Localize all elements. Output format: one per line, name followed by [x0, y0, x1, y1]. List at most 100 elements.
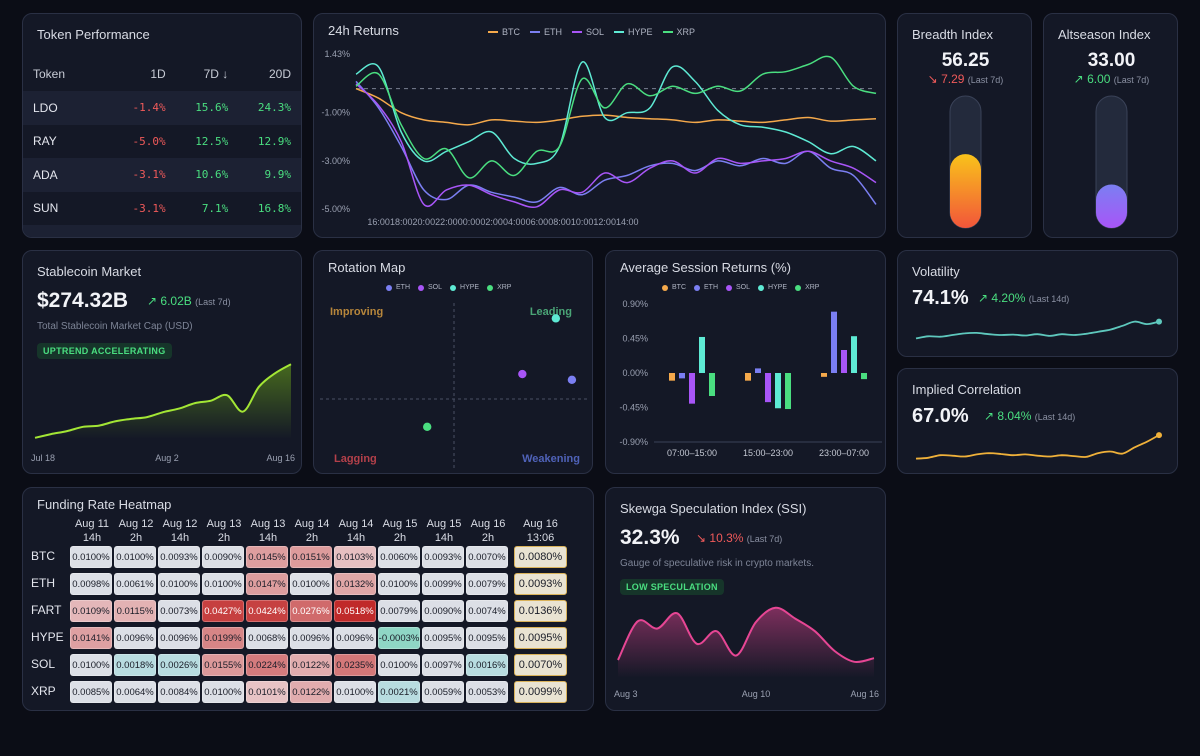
bar-sol[interactable] — [689, 373, 695, 404]
point-hype[interactable] — [551, 314, 561, 323]
heatmap-cell[interactable]: 0.0068% — [246, 627, 288, 649]
table-row[interactable]: HYPE-3.0%6.5%8.2% — [23, 225, 301, 237]
heatmap-cell[interactable]: 0.0224% — [246, 654, 288, 676]
heatmap-cell[interactable]: 0.0085% — [70, 681, 112, 703]
heatmap-cell[interactable]: 0.0018% — [114, 654, 156, 676]
point-eth[interactable] — [567, 375, 577, 384]
legend-item-eth[interactable]: ETH — [694, 284, 718, 291]
bar-btc[interactable] — [821, 373, 827, 377]
bar-eth[interactable] — [679, 373, 685, 379]
legend-item-eth[interactable]: ETH — [386, 284, 410, 291]
heatmap-cell[interactable]: 0.0518% — [334, 600, 376, 622]
legend-item-hype[interactable]: HYPE — [758, 284, 787, 291]
heatmap-cell[interactable]: 0.0115% — [114, 600, 156, 622]
bar-hype[interactable] — [775, 373, 781, 409]
heatmap-cell[interactable]: 0.0090% — [202, 546, 244, 568]
legend-item-sol[interactable]: SOL — [726, 284, 750, 291]
heatmap-cell[interactable]: 0.0100% — [202, 681, 244, 703]
heatmap-cell[interactable]: 0.0155% — [202, 654, 244, 676]
heatmap-cell[interactable]: -0.0003% — [378, 627, 420, 649]
legend-item-hype[interactable]: HYPE — [450, 284, 479, 291]
column-header-20d[interactable]: 20D — [268, 67, 291, 81]
heatmap-cell[interactable]: 0.0070% — [514, 654, 567, 676]
heatmap-cell[interactable]: 0.0097% — [422, 654, 464, 676]
heatmap-cell[interactable]: 0.0060% — [378, 546, 420, 568]
heatmap-cell[interactable]: 0.0061% — [114, 573, 156, 595]
heatmap-cell[interactable]: 0.0132% — [334, 573, 376, 595]
heatmap-cell[interactable]: 0.0084% — [158, 681, 200, 703]
bar-xrp[interactable] — [709, 373, 715, 396]
column-header-1d[interactable]: 1D — [150, 67, 166, 81]
table-row[interactable]: LDO -1.4% 15.6% 24.3% — [23, 91, 301, 125]
table-row[interactable]: RAY -5.0% 12.5% 12.9% — [23, 125, 301, 159]
bar-hype[interactable] — [851, 336, 857, 373]
heatmap-cell[interactable]: 0.0095% — [466, 627, 508, 649]
heatmap-cell[interactable]: 0.0100% — [290, 573, 332, 595]
heatmap-cell[interactable]: 0.0099% — [422, 573, 464, 595]
legend-item-xrp[interactable]: XRP — [662, 27, 695, 37]
heatmap-cell[interactable]: 0.0079% — [378, 600, 420, 622]
heatmap-cell[interactable]: 0.0026% — [158, 654, 200, 676]
heatmap-cell[interactable]: 0.0136% — [514, 600, 567, 622]
bar-hype[interactable] — [699, 336, 705, 373]
heatmap-cell[interactable]: 0.0073% — [158, 600, 200, 622]
heatmap-cell[interactable]: 0.0096% — [158, 627, 200, 649]
heatmap-cell[interactable]: 0.0016% — [466, 654, 508, 676]
legend-item-eth[interactable]: ETH — [530, 27, 562, 37]
heatmap-cell[interactable]: 0.0100% — [70, 654, 112, 676]
heatmap-cell[interactable]: 0.0100% — [114, 546, 156, 568]
legend-item-xrp[interactable]: XRP — [795, 284, 819, 291]
heatmap-cell[interactable]: 0.0103% — [334, 546, 376, 568]
bar-btc[interactable] — [669, 373, 675, 381]
heatmap-cell[interactable]: 0.0122% — [290, 681, 332, 703]
heatmap-cell[interactable]: 0.0141% — [70, 627, 112, 649]
legend-item-btc[interactable]: BTC — [488, 27, 520, 37]
legend-item-sol[interactable]: SOL — [572, 27, 604, 37]
heatmap-cell[interactable]: 0.0151% — [290, 546, 332, 568]
heatmap-cell[interactable]: 0.0100% — [378, 654, 420, 676]
heatmap-cell[interactable]: 0.0093% — [514, 573, 567, 595]
heatmap-cell[interactable]: 0.0059% — [422, 681, 464, 703]
heatmap-cell[interactable]: 0.0427% — [202, 600, 244, 622]
point-xrp[interactable] — [423, 422, 432, 432]
heatmap-cell[interactable]: 0.0109% — [70, 600, 112, 622]
heatmap-cell[interactable]: 0.0100% — [378, 573, 420, 595]
legend-item-btc[interactable]: BTC — [662, 284, 686, 291]
bar-btc[interactable] — [745, 373, 751, 381]
bar-eth[interactable] — [755, 368, 761, 373]
heatmap-cell[interactable]: 0.0100% — [202, 573, 244, 595]
bar-sol[interactable] — [765, 373, 771, 403]
heatmap-cell[interactable]: 0.0093% — [422, 546, 464, 568]
legend-item-xrp[interactable]: XRP — [487, 284, 511, 291]
heatmap-cell[interactable]: 0.0074% — [466, 600, 508, 622]
heatmap-cell[interactable]: 0.0096% — [290, 627, 332, 649]
heatmap-cell[interactable]: 0.0095% — [514, 627, 567, 649]
bar-xrp[interactable] — [785, 373, 791, 410]
heatmap-cell[interactable]: 0.0096% — [114, 627, 156, 649]
heatmap-cell[interactable]: 0.0424% — [246, 600, 288, 622]
table-row[interactable]: SUN -3.1% 7.1% 16.8% — [23, 192, 301, 226]
heatmap-cell[interactable]: 0.0093% — [158, 546, 200, 568]
heatmap-cell[interactable]: 0.0199% — [202, 627, 244, 649]
heatmap-cell[interactable]: 0.0147% — [246, 573, 288, 595]
heatmap-cell[interactable]: 0.0122% — [290, 654, 332, 676]
heatmap-cell[interactable]: 0.0021% — [378, 681, 420, 703]
heatmap-cell[interactable]: 0.0053% — [466, 681, 508, 703]
heatmap-cell[interactable]: 0.0276% — [290, 600, 332, 622]
heatmap-cell[interactable]: 0.0235% — [334, 654, 376, 676]
heatmap-cell[interactable]: 0.0100% — [70, 546, 112, 568]
heatmap-cell[interactable]: 0.0096% — [334, 627, 376, 649]
heatmap-cell[interactable]: 0.0145% — [246, 546, 288, 568]
table-row[interactable]: ADA -3.1% 10.6% 9.9% — [23, 158, 301, 192]
heatmap-cell[interactable]: 0.0080% — [514, 546, 567, 568]
heatmap-cell[interactable]: 0.0095% — [422, 627, 464, 649]
heatmap-cell[interactable]: 0.0070% — [466, 546, 508, 568]
point-sol[interactable] — [518, 369, 527, 379]
bar-eth[interactable] — [831, 311, 837, 373]
column-header-7d[interactable]: 7D ↓ — [203, 67, 229, 81]
heatmap-cell[interactable]: 0.0098% — [70, 573, 112, 595]
heatmap-cell[interactable]: 0.0090% — [422, 600, 464, 622]
heatmap-cell[interactable]: 0.0064% — [114, 681, 156, 703]
legend-item-sol[interactable]: SOL — [418, 284, 442, 291]
heatmap-cell[interactable]: 0.0099% — [514, 681, 567, 703]
